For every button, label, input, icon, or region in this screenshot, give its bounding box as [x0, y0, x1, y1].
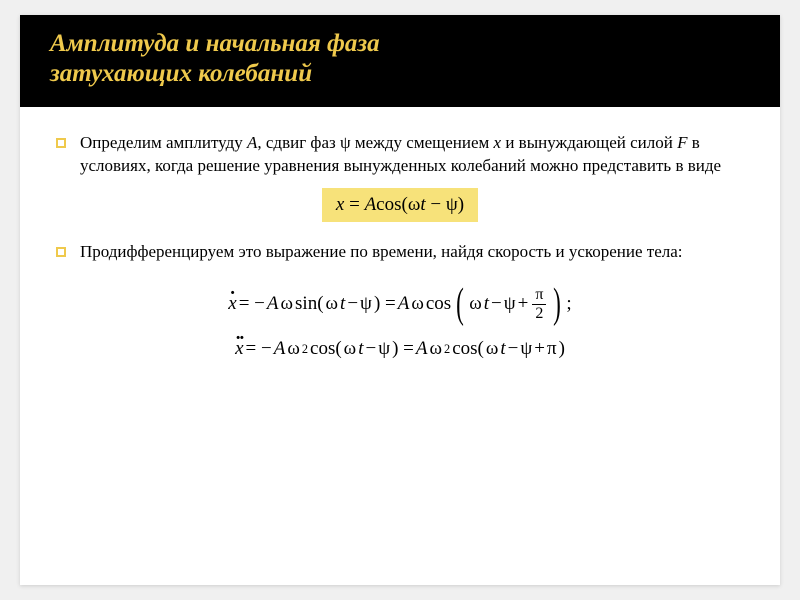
paren-left-icon: ( [456, 288, 464, 322]
bullet-text-2: Продифференцируем это выражение по време… [80, 240, 683, 263]
eq-fn: cos [426, 293, 451, 316]
text-fragment: и вынуждающей силой [501, 133, 677, 152]
eq-var: ψ [446, 194, 458, 215]
math-line-acceleration: x = − A ω2 cos( ω t − ψ ) = A ω2 cos( ω … [56, 338, 744, 361]
math-line-velocity: x = − A ω sin( ω t − ψ ) = A ω cos ( ω t… [56, 287, 744, 322]
text-fragment: , сдвиг фаз ψ между смещением [257, 133, 493, 152]
eq-op: + [534, 338, 545, 361]
eq-var: t [484, 293, 489, 316]
eq-var: ω [486, 338, 499, 361]
bullet-item: Продифференцируем это выражение по време… [56, 240, 744, 263]
text-fragment: Определим амплитуду [80, 133, 247, 152]
eq-op: + [518, 293, 529, 316]
slide: Амплитуда и начальная фаза затухающих ко… [20, 15, 780, 585]
eq-op: ) = [374, 293, 396, 316]
eq-op: ; [566, 293, 571, 316]
eq-var: ω [326, 293, 339, 316]
eq-var: A [416, 338, 428, 361]
frac-num: π [532, 287, 546, 305]
eq-var: t [340, 293, 345, 316]
var-A: A [247, 133, 257, 152]
fraction: π 2 [532, 287, 546, 322]
eq-var: ψ [360, 293, 372, 316]
slide-content: Определим амплитуду A, сдвиг фаз ψ между… [20, 107, 780, 387]
eq-var: A [365, 194, 377, 215]
math-derivations: x = − A ω sin( ω t − ψ ) = A ω cos ( ω t… [56, 287, 744, 361]
eq-op: ) [559, 338, 565, 361]
eq-op: − [365, 338, 376, 361]
eq-xdot: x [228, 293, 236, 316]
eq-var: ω [430, 338, 443, 361]
eq-op: − [491, 293, 502, 316]
eq-fn: sin( [295, 293, 324, 316]
eq-exp: 2 [444, 342, 450, 357]
equation-highlight-box: x = Acos(ωt − ψ) [56, 188, 744, 222]
bullet-icon [56, 247, 66, 257]
eq-var: t [500, 338, 505, 361]
bullet-item: Определим амплитуду A, сдвиг фаз ψ между… [56, 131, 744, 178]
eq-var: A [398, 293, 410, 316]
eq-var: ω [281, 293, 294, 316]
eq-fn: cos( [376, 194, 408, 215]
bullet-text-1: Определим амплитуду A, сдвиг фаз ψ между… [80, 131, 744, 178]
eq-op: − [508, 338, 519, 361]
eq-xddot: x [235, 338, 243, 361]
eq-var: ψ [520, 338, 532, 361]
eq-op: − [426, 194, 446, 215]
eq-op: ) = [392, 338, 414, 361]
eq-var: ω [287, 338, 300, 361]
eq-var: A [267, 293, 279, 316]
eq-var: ω [411, 293, 424, 316]
eq-var: t [358, 338, 363, 361]
eq-var: ψ [378, 338, 390, 361]
eq-fn: cos( [452, 338, 484, 361]
eq-var: A [274, 338, 286, 361]
equation-highlight: x = Acos(ωt − ψ) [322, 188, 478, 222]
title-line-2: затухающих колебаний [50, 60, 312, 87]
eq-var: ω [408, 194, 421, 215]
eq-op: ) [458, 194, 464, 215]
eq-var: ω [344, 338, 357, 361]
eq-exp: 2 [302, 342, 308, 357]
eq-op: − [347, 293, 358, 316]
slide-header: Амплитуда и начальная фаза затухающих ко… [20, 15, 780, 107]
bullet-icon [56, 138, 66, 148]
eq-var: ψ [504, 293, 516, 316]
slide-title: Амплитуда и начальная фаза затухающих ко… [50, 29, 750, 89]
eq-var: ω [469, 293, 482, 316]
paren-right-icon: ) [554, 288, 562, 322]
frac-den: 2 [535, 305, 543, 322]
eq-var: π [547, 338, 557, 361]
title-line-1: Амплитуда и начальная фаза [50, 30, 380, 57]
eq-op: = − [246, 338, 272, 361]
eq-fn: cos( [310, 338, 342, 361]
eq-op: = [344, 194, 364, 215]
var-F: F [677, 133, 687, 152]
var-x: x [494, 133, 502, 152]
eq-op: = − [239, 293, 265, 316]
